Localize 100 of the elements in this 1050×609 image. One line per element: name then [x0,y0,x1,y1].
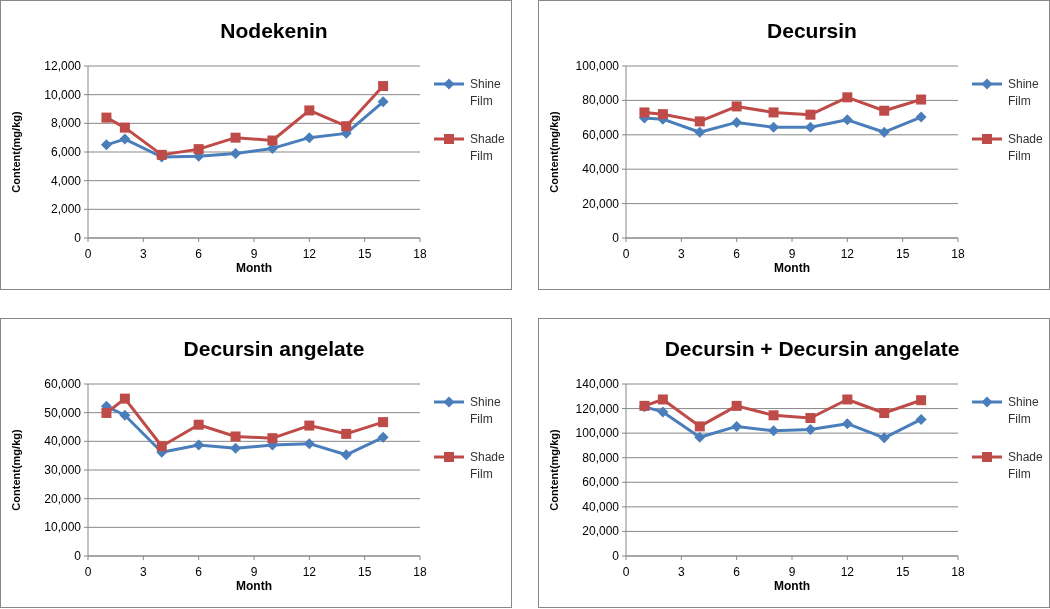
point [304,105,315,116]
x-axis-title: Month [236,579,272,593]
y-tick-label: 2,000 [50,202,82,217]
point [230,132,241,143]
point [193,419,204,430]
point [378,417,389,428]
y-axis-title: Content(mg/kg) [10,111,22,193]
point [915,111,927,123]
x-tick-label: 15 [357,247,372,261]
point [841,418,853,430]
x-axis-title: Month [236,261,272,275]
point [267,433,278,444]
point [303,438,315,450]
point [119,133,131,145]
y-tick-label: 40,000 [582,162,620,177]
y-tick-label: 40,000 [44,434,82,449]
x-tick-label: 9 [788,565,796,579]
y-tick-label: 60,000 [44,377,82,391]
y-tick-label: 100,000 [575,426,620,441]
point [842,394,853,405]
point [377,431,389,443]
point [267,135,278,146]
point [879,105,890,116]
y-tick-label: 30,000 [44,463,82,477]
point [731,420,743,432]
y-tick-label: 60,000 [582,475,620,490]
point [101,112,112,123]
x-tick-label: 18 [413,565,427,579]
point [657,394,668,405]
point [341,428,352,439]
x-tick-label: 18 [413,247,427,261]
y-tick-label: 12,000 [44,59,82,73]
x-tick-label: 6 [733,565,741,579]
x-tick-label: 6 [195,565,203,579]
x-tick-label: 6 [733,247,741,261]
x-tick-label: 9 [250,247,258,261]
x-tick-label: 0 [84,247,92,261]
x-tick-label: 3 [677,565,685,579]
x-tick-label: 15 [895,247,910,261]
point [340,449,352,461]
point [842,92,853,103]
point [377,96,389,108]
point [916,395,927,406]
y-tick-label: 40,000 [582,499,620,514]
y-tick-label: 0 [612,549,620,563]
point [804,423,816,435]
y-tick-label: 10,000 [44,520,82,535]
point [156,441,167,452]
legend-label: Shine Film [470,395,502,426]
point [193,144,204,155]
x-tick-label: 12 [302,565,317,579]
x-tick-label: 3 [677,247,685,261]
x-tick-label: 6 [195,247,203,261]
point [119,393,130,404]
y-tick-label: 10,000 [44,87,82,102]
y-tick-label: 140,000 [575,377,620,391]
point [916,94,927,105]
point [841,114,853,126]
legend-label: Shine Film [1008,395,1040,426]
point [119,122,130,133]
point [768,107,779,118]
legend-label: Shade Film [470,132,506,163]
x-tick-label: 12 [840,565,855,579]
point [303,132,315,144]
x-tick-label: 15 [895,565,910,579]
x-tick-label: 0 [622,247,630,261]
y-tick-label: 80,000 [582,93,620,108]
point [119,409,131,421]
y-tick-label: 0 [612,231,620,245]
point [657,406,669,418]
point [230,442,242,454]
point [694,421,705,432]
point [694,431,706,443]
y-tick-label: 80,000 [582,450,620,465]
point [101,407,112,418]
y-tick-label: 8,000 [50,116,82,131]
point [731,400,742,411]
point [878,126,890,138]
y-tick-label: 60,000 [582,127,620,142]
point [100,139,112,151]
y-tick-label: 6,000 [50,145,82,159]
y-tick-label: 100,000 [575,59,620,73]
x-tick-label: 18 [951,565,965,579]
y-tick-label: 4,000 [50,173,82,188]
x-axis-title: Month [774,579,810,593]
point [805,413,816,424]
y-tick-label: 20,000 [44,491,82,506]
y-tick-label: 0 [74,549,82,563]
y-tick-label: 20,000 [582,196,620,211]
chart-title: Decursin [767,19,857,42]
chart-title: Decursin + Decursin angelate [664,337,960,360]
point [304,420,315,431]
x-tick-label: 0 [84,565,92,579]
legend-label: Shine Film [470,77,502,108]
point [341,121,352,132]
x-tick-label: 3 [139,565,147,579]
legend-label: Shade Film [470,450,506,481]
legend-label: Shade Film [1008,450,1044,481]
point [657,109,668,120]
chart-title: Decursin angelate [183,337,365,360]
